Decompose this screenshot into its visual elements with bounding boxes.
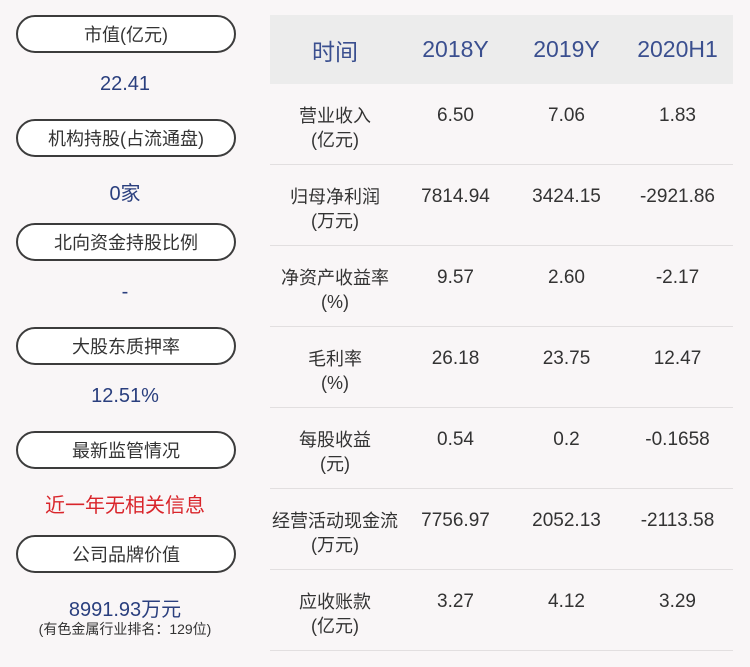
table-cell: 1.83 [659,105,696,126]
pledge-rate-label-pill: 大股东质押率 [16,327,236,365]
header-2018y: 2018Y [422,36,489,62]
pledge-rate-value: 12.51% [91,385,159,407]
table-row: 应收账款 (亿元) 3.27 4.12 3.29 [270,570,733,651]
table-row: 每股收益 (元) 0.54 0.2 -0.1658 [270,408,733,489]
table-cell: 2.60 [548,267,585,288]
metric-name: 每股收益 [299,430,371,450]
row-label: 经营活动现金流 (万元) [270,489,400,569]
regulatory-status-value: 近一年无相关信息 [45,495,205,517]
table-cell: -2.17 [655,267,700,288]
row-label: 毛利率 (%) [270,327,400,407]
metric-unit: (亿元) [311,130,359,150]
table-cell: 0.54 [437,429,474,450]
table-cell: -0.1658 [645,429,710,450]
northbound-ratio-label-pill: 北向资金持股比例 [16,223,236,261]
row-label: 归母净利润 (万元) [270,165,400,245]
regulatory-status-label-pill: 最新监管情况 [16,431,236,469]
metric-unit: (%) [321,292,349,312]
summary-panel: 市值(亿元) 22.41 机构持股(占流通盘) 0家 北向资金持股比例 - 大股… [0,0,250,667]
table-body: 营业收入 (亿元) 6.50 7.06 1.83 归母净利润 (万元) 7814.94 3424… [270,84,733,651]
northbound-ratio-value: - [121,281,129,303]
regulatory-status-label: 最新监管情况 [72,441,180,461]
table-cell: 4.12 [548,591,585,612]
table-cell: 3424.15 [532,186,601,207]
table-row: 归母净利润 (万元) 7814.94 3424.15 -2921.86 [270,165,733,246]
table-cell: 23.75 [542,348,591,369]
institution-holding-label-pill: 机构持股(占流通盘) [16,119,236,157]
table-cell: 7814.94 [421,186,490,207]
row-label: 营业收入 (亿元) [270,84,400,164]
brand-value-label: 公司品牌价值 [72,545,180,565]
table-row: 经营活动现金流 (万元) 7756.97 2052.13 -2113.58 [270,489,733,570]
table-header: 时间 2018Y 2019Y 2020H1 [270,15,733,84]
metric-unit: (亿元) [311,616,359,636]
metric-name: 应收账款 [299,592,371,612]
table-cell: 6.50 [437,105,474,126]
table-cell: 0.2 [553,429,580,450]
brand-value-rank-note: (有色金属行业排名：129位) [38,621,212,637]
metric-name: 归母净利润 [290,187,380,207]
market-cap-label: 市值(亿元) [84,25,168,45]
table-cell: 7756.97 [421,510,490,531]
table-cell: 3.29 [659,591,696,612]
market-cap-value: 22.41 [99,73,151,95]
metric-unit: (万元) [311,211,359,231]
header-period: 时间 [312,38,358,65]
metric-name: 经营活动现金流 [272,511,398,531]
metric-unit: (元) [320,454,350,474]
row-label: 应收账款 (亿元) [270,570,400,650]
table-cell: 26.18 [431,348,480,369]
table-cell: 12.47 [653,348,702,369]
metric-name: 营业收入 [299,106,371,126]
table-cell: 3.27 [437,591,474,612]
row-label: 净资产收益率 (%) [270,246,400,326]
market-cap-label-pill: 市值(亿元) [16,15,236,53]
table-row: 净资产收益率 (%) 9.57 2.60 -2.17 [270,246,733,327]
metric-unit: (万元) [311,535,359,555]
header-2019y: 2019Y [533,36,600,62]
pledge-rate-label: 大股东质押率 [72,337,180,357]
table-row: 毛利率 (%) 26.18 23.75 12.47 [270,327,733,408]
financial-table: 时间 2018Y 2019Y 2020H1 营业收入 (亿元) 6.50 7.06 1.… [270,15,733,651]
table-row: 营业收入 (亿元) 6.50 7.06 1.83 [270,84,733,165]
table-cell: -2921.86 [639,186,715,207]
brand-value-label-pill: 公司品牌价值 [16,535,236,573]
metric-name: 净资产收益率 [281,268,389,288]
row-label: 每股收益 (元) [270,408,400,488]
header-2020h1: 2020H1 [637,36,718,62]
institution-holding-label: 机构持股(占流通盘) [48,129,204,149]
table-cell: 9.57 [437,267,474,288]
metric-name: 毛利率 [308,349,362,369]
metric-unit: (%) [321,373,349,393]
table-cell: 7.06 [548,105,585,126]
brand-value-value: 8991.93万元 [68,599,182,621]
table-cell: -2113.58 [640,510,715,531]
table-cell: 2052.13 [532,510,601,531]
northbound-ratio-label: 北向资金持股比例 [54,233,198,253]
institution-holding-value: 0家 [109,183,141,205]
